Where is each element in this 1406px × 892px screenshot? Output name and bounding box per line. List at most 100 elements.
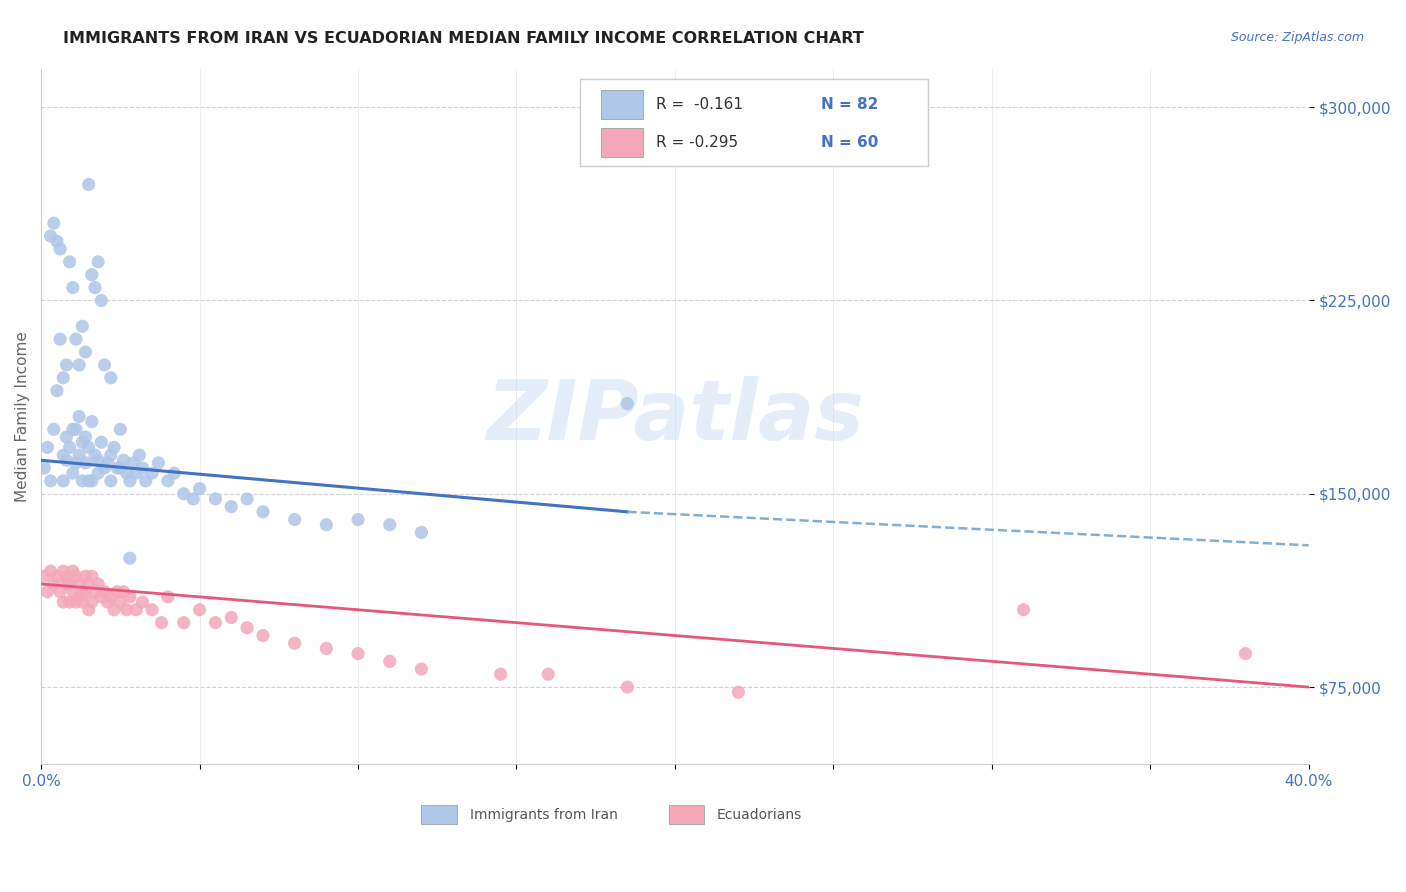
Point — [49, 332, 72, 346]
Point — [118, 551, 141, 566]
Point — [411, 662, 433, 676]
Point — [93, 358, 115, 372]
Point — [37, 441, 59, 455]
Point — [110, 461, 132, 475]
Point — [156, 474, 179, 488]
Point — [93, 584, 115, 599]
Point — [150, 615, 173, 630]
Point — [252, 505, 274, 519]
Point — [90, 293, 112, 308]
Point — [77, 441, 100, 455]
Point — [100, 474, 122, 488]
Point — [77, 603, 100, 617]
Point — [55, 430, 77, 444]
Point — [105, 461, 128, 475]
Point — [67, 577, 90, 591]
Point — [59, 255, 82, 269]
Point — [65, 456, 87, 470]
Text: ZIPatlas: ZIPatlas — [486, 376, 863, 457]
Point — [77, 577, 100, 591]
Point — [62, 280, 84, 294]
Point — [77, 178, 100, 192]
Text: N = 82: N = 82 — [821, 97, 879, 112]
Point — [378, 654, 401, 668]
Point — [110, 422, 132, 436]
Point — [616, 680, 638, 694]
Point — [236, 621, 259, 635]
Point — [100, 590, 122, 604]
Point — [122, 456, 145, 470]
Point — [84, 584, 107, 599]
Point — [75, 345, 97, 359]
Point — [39, 229, 62, 244]
Point — [135, 474, 157, 488]
Point — [52, 448, 75, 462]
Point — [67, 409, 90, 424]
Point — [55, 453, 77, 467]
Point — [347, 512, 370, 526]
Point — [39, 564, 62, 578]
Point — [65, 332, 87, 346]
Point — [52, 474, 75, 488]
Point — [65, 422, 87, 436]
Point — [65, 595, 87, 609]
FancyBboxPatch shape — [669, 805, 704, 824]
Point — [65, 569, 87, 583]
Text: Immigrants from Iran: Immigrants from Iran — [470, 807, 617, 822]
Point — [173, 615, 195, 630]
Point — [100, 448, 122, 462]
Point — [72, 584, 94, 599]
Point — [1012, 603, 1035, 617]
Point — [67, 358, 90, 372]
Text: N = 60: N = 60 — [821, 135, 879, 150]
Point — [489, 667, 512, 681]
Point — [46, 384, 69, 398]
Point — [115, 603, 138, 617]
Text: Source: ZipAtlas.com: Source: ZipAtlas.com — [1230, 31, 1364, 45]
Point — [204, 491, 226, 506]
Point — [87, 453, 110, 467]
Y-axis label: Median Family Income: Median Family Income — [15, 331, 30, 502]
Point — [219, 500, 242, 514]
Point — [727, 685, 749, 699]
Point — [75, 584, 97, 599]
Point — [90, 590, 112, 604]
Point — [55, 577, 77, 591]
Point — [52, 564, 75, 578]
Point — [46, 234, 69, 248]
Point — [59, 577, 82, 591]
Point — [80, 595, 103, 609]
Point — [62, 422, 84, 436]
Point — [75, 569, 97, 583]
Point — [141, 466, 163, 480]
Point — [62, 564, 84, 578]
Text: Ecuadorians: Ecuadorians — [717, 807, 801, 822]
Point — [173, 487, 195, 501]
Point — [32, 569, 55, 583]
Point — [128, 448, 150, 462]
Point — [115, 466, 138, 480]
Point — [103, 603, 125, 617]
Point — [411, 525, 433, 540]
Point — [112, 584, 135, 599]
Point — [87, 466, 110, 480]
Point — [49, 242, 72, 256]
Point — [62, 466, 84, 480]
Text: R = -0.295: R = -0.295 — [657, 135, 738, 150]
Point — [72, 474, 94, 488]
Point — [84, 448, 107, 462]
FancyBboxPatch shape — [602, 128, 644, 157]
Point — [72, 319, 94, 334]
Point — [125, 603, 148, 617]
Point — [87, 255, 110, 269]
Point — [110, 595, 132, 609]
Point — [284, 636, 307, 650]
Point — [37, 584, 59, 599]
Point — [32, 461, 55, 475]
Point — [55, 358, 77, 372]
Point — [52, 595, 75, 609]
Point — [67, 590, 90, 604]
Point — [236, 491, 259, 506]
Point — [284, 512, 307, 526]
Point — [39, 474, 62, 488]
